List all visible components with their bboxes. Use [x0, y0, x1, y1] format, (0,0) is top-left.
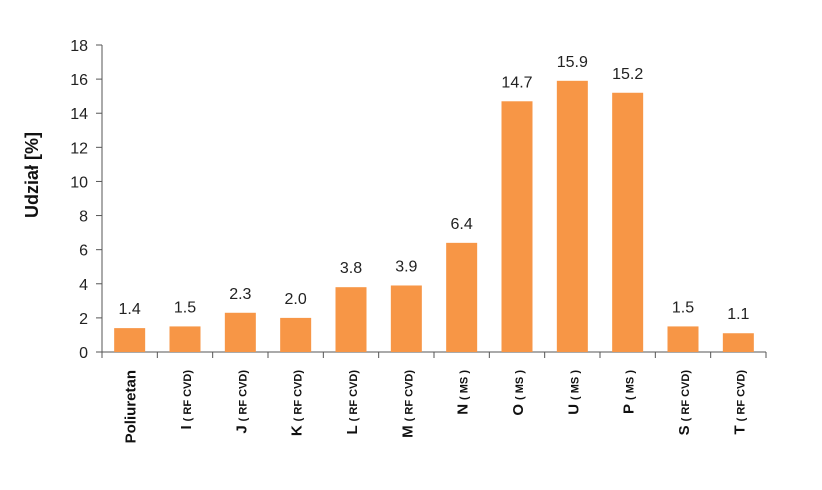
bar: [722, 333, 754, 352]
data-label: 6.4: [451, 216, 473, 233]
x-tick-label: J( RF CVD): [233, 370, 250, 434]
y-axis-label: Udział [%]: [22, 132, 42, 218]
data-label: 3.8: [340, 260, 362, 277]
bar: [280, 317, 312, 352]
x-tick-label: S( RF CVD): [676, 370, 693, 436]
y-tick-label: 2: [79, 311, 88, 328]
data-label: 15.9: [557, 54, 588, 71]
y-tick-label: 6: [79, 243, 88, 260]
y-tick-label: 18: [70, 38, 88, 55]
bar: [446, 242, 478, 352]
data-label: 1.4: [119, 301, 141, 318]
bars: [114, 80, 754, 353]
data-label: 1.1: [727, 306, 749, 323]
y-tick-label: 0: [79, 345, 88, 362]
bar: [501, 101, 533, 353]
bar: [612, 92, 644, 352]
bar: [169, 326, 201, 352]
x-tick-label: O( MS ): [510, 370, 527, 416]
x-tick-label: Poliuretan: [123, 370, 140, 443]
value-labels: 1.4 1.5 2.3 2.0 3.8 3.9 6.4 14.7 15.9 15.2 1.5 1.1: [119, 54, 750, 323]
bar: [390, 285, 422, 352]
y-axis: 0 2 4 6 8 10 12 14 16 18: [70, 38, 103, 362]
x-tick-label: K( RF CVD): [289, 370, 306, 437]
y-tick-label: 10: [70, 174, 88, 191]
x-tick-label: T( RF CVD): [731, 370, 748, 435]
y-tick-label: 14: [70, 106, 88, 123]
x-tick-label: I( RF CVD): [178, 370, 195, 430]
x-tick-label: U( MS ): [565, 370, 582, 415]
x-tick-label: N( MS ): [455, 370, 472, 415]
x-tick-label: L( RF CVD): [344, 370, 361, 435]
data-label: 15.2: [612, 66, 643, 83]
data-label: 14.7: [501, 74, 532, 91]
x-axis: [101, 351, 767, 358]
y-tick-label: 12: [70, 140, 88, 157]
y-tick-label: 16: [70, 72, 88, 89]
category-labels: Poliuretan I( RF CVD) J( RF CVD) K( RF CVD)…: [123, 370, 749, 444]
bar: [556, 80, 588, 353]
data-label: 1.5: [672, 299, 694, 316]
bar: [667, 326, 699, 352]
y-tick-label: 4: [79, 277, 88, 294]
data-label: 2.3: [229, 286, 251, 303]
x-tick-label: P( MS ): [621, 370, 638, 414]
data-label: 1.5: [174, 299, 196, 316]
bar: [114, 328, 146, 352]
x-tick-label: M( RF CVD): [399, 370, 416, 438]
data-label: 3.9: [395, 258, 417, 275]
y-tick-label: 8: [79, 209, 88, 226]
bar: [224, 312, 256, 352]
data-label: 2.0: [285, 291, 307, 308]
bar: [335, 287, 367, 352]
